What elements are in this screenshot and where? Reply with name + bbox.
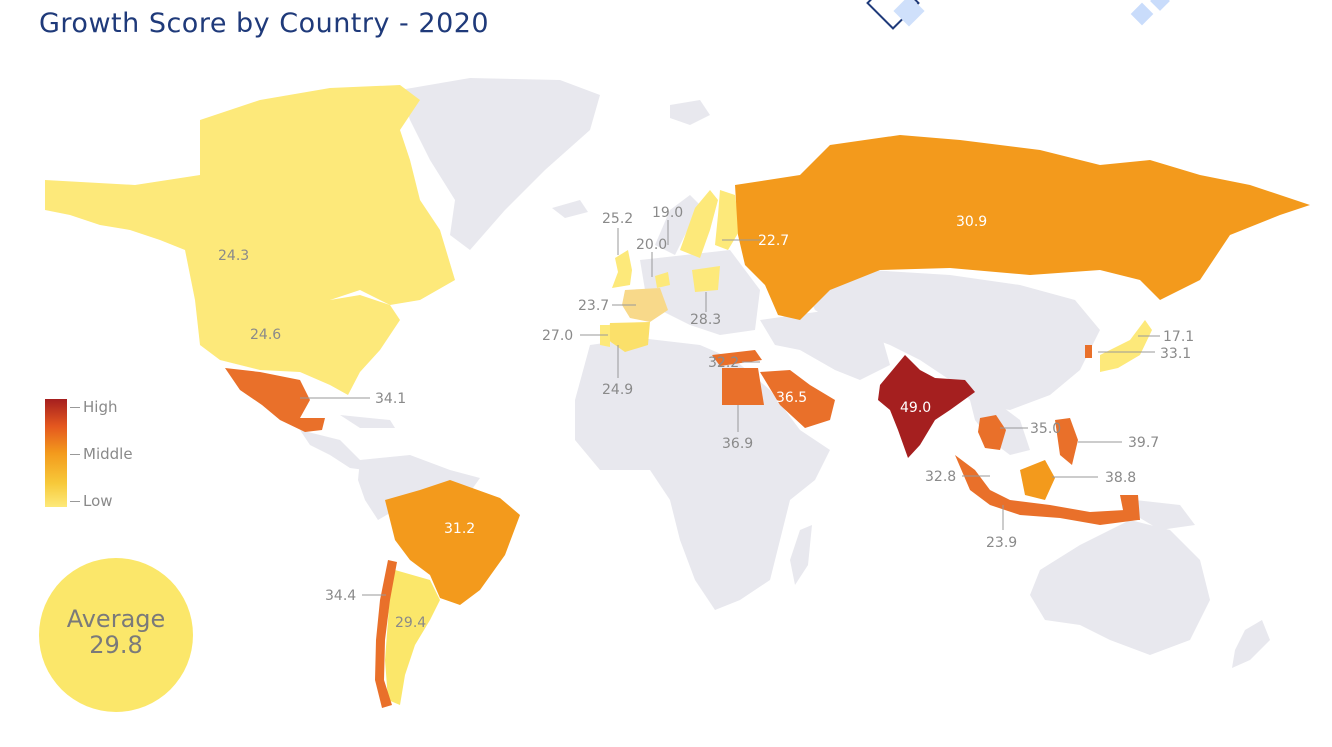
- country-canada: [45, 85, 455, 305]
- value-labels-group: 24.3 24.6 34.1 31.2 34.4 29.4 25.2 19.0 …: [218, 205, 1194, 631]
- landmass-central-america: [300, 430, 365, 470]
- country-spain: [608, 322, 650, 352]
- landmass-norway: [655, 195, 700, 255]
- landmass-greenland: [400, 78, 600, 250]
- label-mexico: 34.1: [375, 391, 406, 407]
- country-sweden: [680, 190, 718, 258]
- label-singapore: 32.8: [925, 469, 956, 485]
- country-egypt: [722, 368, 764, 405]
- country-chile: [375, 560, 397, 708]
- label-saudi-arabia: 36.5: [776, 390, 807, 406]
- country-turkey: [712, 350, 762, 366]
- legend-low-label: Low: [70, 492, 113, 510]
- label-malaysia: 38.8: [1105, 470, 1136, 486]
- country-malaysia: [1020, 460, 1055, 500]
- label-poland: 28.3: [690, 312, 721, 328]
- country-usa: [195, 295, 400, 395]
- country-argentina: [385, 570, 440, 705]
- label-indonesia: 23.9: [986, 535, 1017, 551]
- label-argentina: 29.4: [395, 615, 426, 631]
- label-canada: 24.3: [218, 248, 249, 264]
- label-usa: 24.6: [250, 327, 281, 343]
- landmass-madagascar: [790, 525, 812, 585]
- label-turkey: 32.2: [708, 355, 739, 371]
- country-mexico: [225, 368, 325, 432]
- country-philippines: [1055, 418, 1078, 465]
- landmass-australia: [1030, 520, 1210, 655]
- country-portugal: [600, 325, 610, 347]
- country-uk: [612, 250, 632, 288]
- country-papua-indonesia: [1120, 495, 1140, 520]
- country-netherlands: [655, 272, 670, 288]
- landmass-papua: [1135, 500, 1195, 530]
- label-finland: 22.7: [758, 233, 789, 249]
- label-south-korea: 33.1: [1160, 346, 1191, 362]
- landmass-europe: [640, 250, 760, 335]
- country-japan: [1100, 320, 1152, 372]
- label-russia: 30.9: [956, 214, 987, 230]
- country-poland: [692, 266, 720, 292]
- label-sweden: 19.0: [652, 205, 683, 221]
- label-brazil: 31.2: [444, 521, 475, 537]
- country-russia: [735, 135, 1310, 320]
- country-brazil: [385, 480, 520, 605]
- label-france: 23.7: [578, 298, 609, 314]
- label-spain: 27.0: [542, 328, 573, 344]
- label-india: 49.0: [900, 400, 931, 416]
- label-vietnam: 35.0: [1030, 421, 1061, 437]
- landmass-new-zealand: [1232, 620, 1270, 668]
- average-label: Average: [66, 605, 166, 633]
- landmass-africa: [575, 338, 830, 610]
- legend-color-scale: [45, 399, 67, 507]
- landmass-caribbean: [340, 415, 395, 428]
- label-netherlands: 20.0: [636, 237, 667, 253]
- landmass-east-asia: [800, 270, 1100, 410]
- country-vietnam: [978, 415, 1006, 450]
- label-portugal: 24.9: [602, 382, 633, 398]
- country-india: [878, 355, 975, 458]
- landmass-iceland: [552, 200, 588, 218]
- page-title: Growth Score by Country - 2020: [39, 8, 490, 39]
- label-japan: 17.1: [1163, 329, 1194, 345]
- country-saudi-arabia: [760, 370, 835, 428]
- label-philippines: 39.7: [1128, 435, 1159, 451]
- label-uk: 25.2: [602, 211, 633, 227]
- country-indonesia: [955, 455, 1138, 525]
- landmass-arctic-islands: [670, 100, 710, 125]
- country-france: [622, 288, 668, 322]
- label-egypt: 36.9: [722, 436, 753, 452]
- legend-high-label: High: [70, 398, 117, 416]
- legend-middle-label: Middle: [70, 445, 133, 463]
- label-chile: 34.4: [325, 588, 356, 604]
- leader-lines-group: [300, 220, 1160, 596]
- average-value: 29.8: [89, 631, 143, 659]
- average-badge: Average 29.8: [39, 558, 193, 712]
- country-south-korea: [1085, 345, 1092, 358]
- country-finland: [715, 190, 740, 250]
- countries-group: [45, 85, 1310, 708]
